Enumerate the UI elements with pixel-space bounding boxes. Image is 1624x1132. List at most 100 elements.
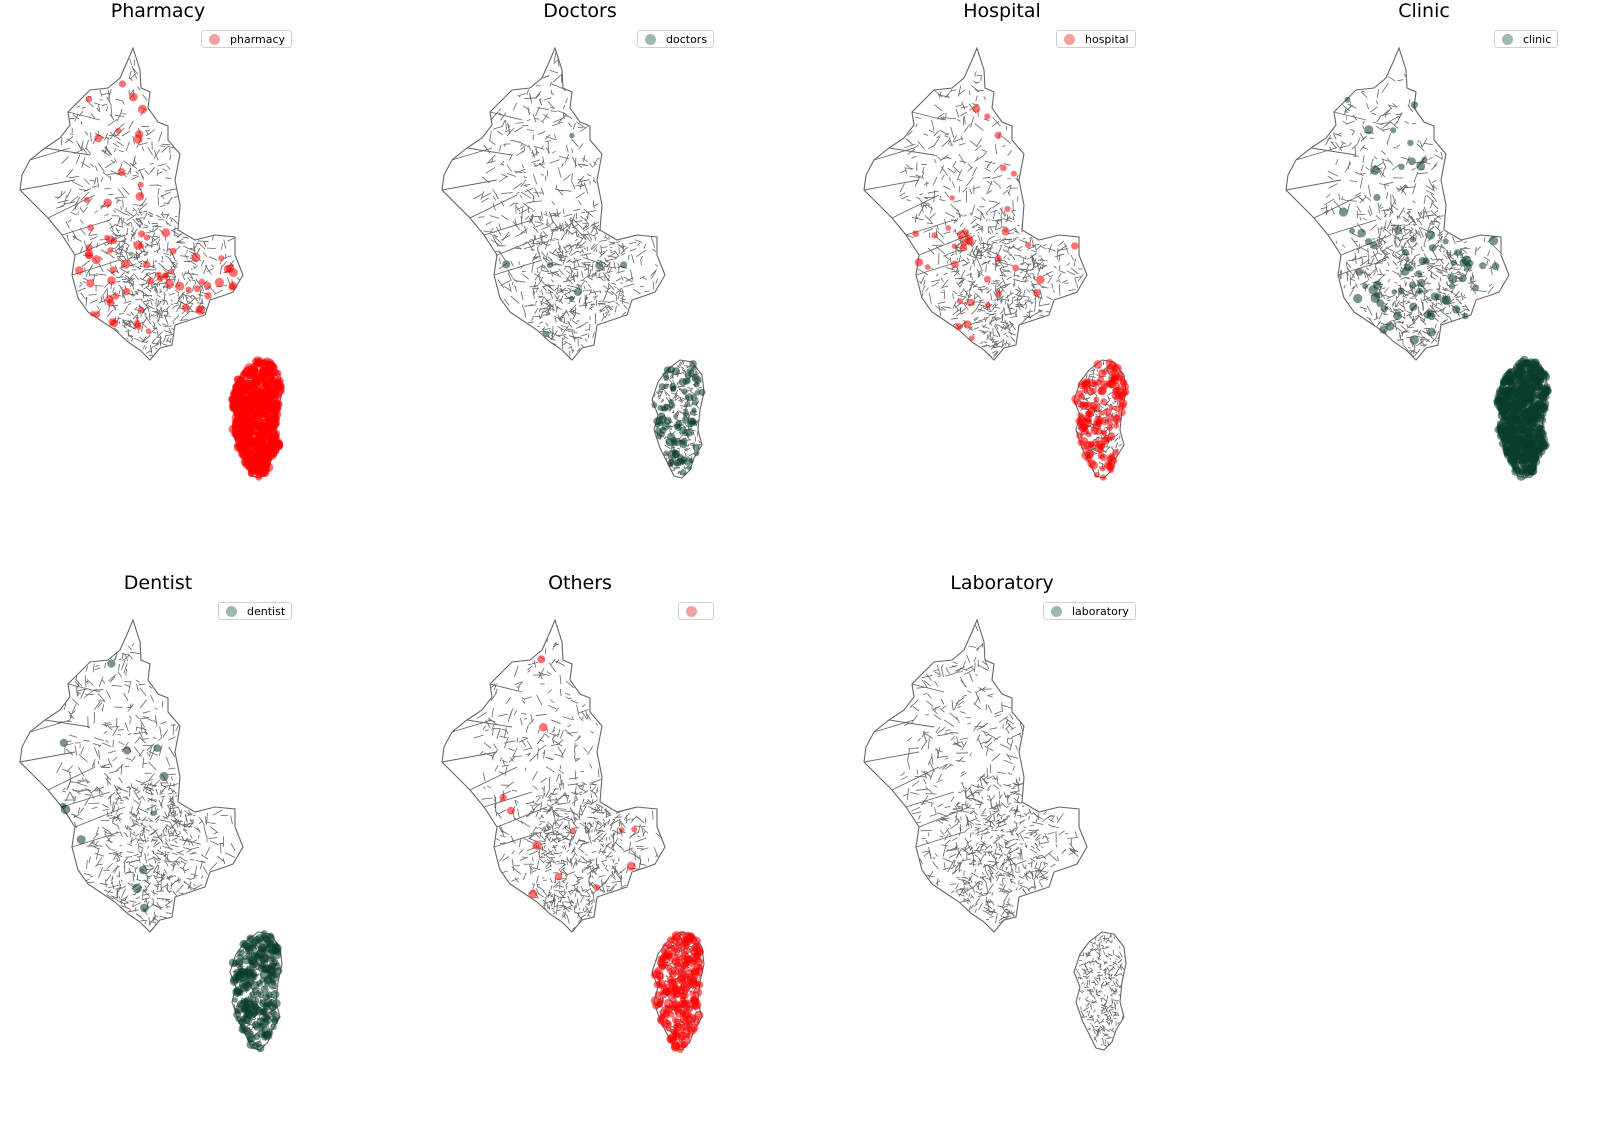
facility-point (995, 132, 1002, 139)
facility-point (670, 386, 676, 392)
district-boundary (929, 233, 930, 239)
facility-point (1107, 414, 1114, 421)
district-boundary (595, 236, 596, 240)
facility-point (679, 427, 686, 434)
facility-point (1090, 402, 1098, 410)
facility-point (147, 277, 155, 285)
facility-point (1107, 382, 1113, 388)
facility-point (689, 360, 697, 368)
facility-point (694, 450, 700, 456)
facility-point (86, 279, 94, 287)
facility-point (87, 224, 94, 231)
facility-point (192, 253, 201, 262)
facility-point (270, 422, 276, 428)
facility-point (75, 266, 84, 275)
facility-point (1113, 423, 1119, 429)
facility-point (663, 451, 669, 457)
facility-point (960, 244, 968, 252)
facility-point (170, 248, 177, 255)
district-boundary (600, 304, 605, 305)
facility-point (246, 437, 255, 446)
facility-point (265, 384, 272, 391)
legend-label: hospital (1085, 33, 1129, 46)
facility-point (107, 299, 115, 307)
facility-point (1101, 431, 1107, 437)
facility-point (107, 247, 113, 253)
facility-point (687, 465, 692, 470)
legend-marker-icon (645, 34, 656, 45)
facility-point (115, 128, 121, 134)
facility-point (683, 410, 689, 416)
facility-point (675, 420, 682, 427)
facility-point (1112, 458, 1118, 464)
choropleth-map (1266, 30, 1566, 490)
district-boundary (169, 248, 170, 251)
district-boundary (672, 373, 673, 378)
facility-point (243, 461, 251, 469)
facility-point (1091, 388, 1097, 394)
facility-point (247, 401, 254, 408)
facility-point (1113, 364, 1122, 373)
district-boundary (673, 410, 674, 413)
facility-point (690, 410, 696, 416)
facility-point (685, 393, 693, 401)
facility-point (245, 363, 254, 372)
facility-point (1118, 386, 1124, 392)
district-boundary (134, 232, 135, 239)
facility-point (103, 199, 112, 208)
choropleth-map (844, 30, 1144, 490)
facility-point (165, 279, 174, 288)
facility-point (92, 255, 101, 264)
facility-point (262, 369, 270, 377)
facility-point (243, 451, 251, 459)
district-boundary (126, 272, 130, 273)
facility-point (146, 328, 152, 334)
facility-point (957, 298, 963, 304)
facility-point (233, 423, 239, 429)
district-boundary (548, 222, 549, 225)
facility-point (656, 434, 662, 440)
district-boundary (584, 264, 591, 265)
facility-point (595, 262, 603, 270)
district-boundary (924, 197, 936, 198)
legend-label: pharmacy (230, 33, 285, 46)
facility-point (663, 384, 669, 390)
facility-point (502, 260, 510, 268)
facility-point (218, 255, 224, 261)
panel-title: Clinic (1266, 0, 1582, 22)
facility-point (248, 470, 254, 476)
facility-point (199, 279, 205, 285)
district-boundary (995, 266, 1000, 267)
facility-point (932, 232, 938, 238)
facility-point (658, 405, 664, 411)
facility-point (266, 453, 272, 459)
facility-point (104, 235, 110, 241)
district-boundary (99, 100, 102, 101)
choropleth-map (0, 30, 300, 490)
facility-point (686, 428, 694, 436)
district-boundary (553, 326, 554, 338)
facility-point (1114, 415, 1121, 422)
panel-title: Doctors (422, 0, 738, 22)
facility-point (1093, 360, 1102, 369)
facility-point (1036, 275, 1045, 284)
legend-marker-icon (209, 34, 220, 45)
district-boundary (687, 367, 691, 368)
facility-point (1033, 289, 1041, 297)
district-boundary (986, 317, 989, 318)
legend-marker-icon (1064, 34, 1075, 45)
facility-point (685, 401, 691, 407)
facility-point (985, 302, 991, 308)
facility-point (966, 235, 973, 242)
facility-point (269, 389, 277, 397)
facility-point (238, 393, 246, 401)
facility-point (680, 470, 686, 476)
facility-point (569, 296, 574, 301)
map-legend: doctors (637, 30, 714, 48)
facility-point (247, 428, 255, 436)
facility-point (94, 311, 101, 318)
facility-point (256, 361, 262, 367)
facility-point (138, 182, 144, 188)
